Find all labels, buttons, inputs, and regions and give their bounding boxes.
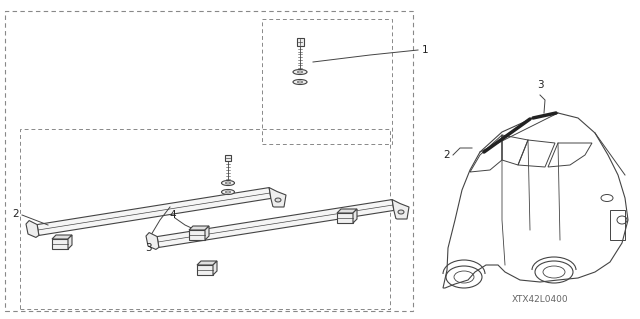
Polygon shape [37,188,271,235]
Ellipse shape [225,182,230,184]
Polygon shape [68,235,72,249]
Ellipse shape [275,198,281,202]
Polygon shape [52,235,72,239]
Polygon shape [205,226,209,240]
Polygon shape [392,200,409,219]
Polygon shape [157,200,394,248]
Bar [296,38,303,46]
Text: 2: 2 [13,209,19,219]
Text: 3: 3 [537,80,543,90]
Ellipse shape [398,210,404,214]
Polygon shape [353,209,357,223]
Bar [610,210,625,240]
Ellipse shape [225,191,230,193]
Polygon shape [189,226,209,230]
Ellipse shape [221,181,234,186]
Polygon shape [337,213,353,223]
Polygon shape [197,265,213,275]
Ellipse shape [293,70,307,75]
Ellipse shape [293,79,307,85]
Polygon shape [197,261,217,265]
Text: XTX42L0400: XTX42L0400 [512,295,568,304]
Polygon shape [213,261,217,275]
Ellipse shape [298,71,303,73]
Polygon shape [337,209,357,213]
Ellipse shape [298,81,303,83]
Bar [20,129,390,309]
Polygon shape [269,188,286,207]
Polygon shape [146,233,159,249]
Text: 2: 2 [444,150,450,160]
Ellipse shape [221,189,234,195]
Text: 4: 4 [170,210,176,220]
Bar [225,155,231,161]
Bar [5,11,413,311]
Polygon shape [26,220,39,237]
Polygon shape [189,230,205,240]
Polygon shape [52,239,68,249]
Bar [262,19,392,144]
Text: 3: 3 [145,243,151,253]
Text: 1: 1 [422,45,429,55]
